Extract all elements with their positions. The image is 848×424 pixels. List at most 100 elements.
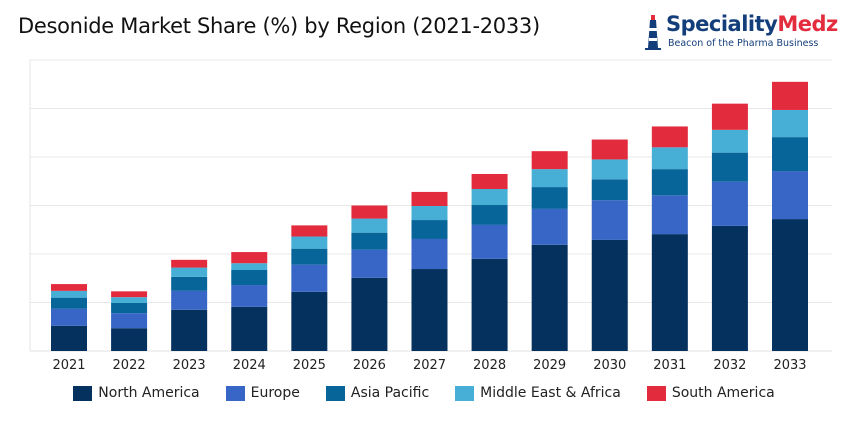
bar-segment-asia-pacific-2026 bbox=[351, 232, 388, 250]
bar-segment-south-america-2028 bbox=[471, 173, 508, 190]
bar-segment-north-america-2023 bbox=[171, 309, 208, 351]
legend-swatch bbox=[225, 385, 245, 401]
bar-segment-middle-east-africa-2031 bbox=[651, 147, 688, 170]
bar-segment-middle-east-africa-2024 bbox=[231, 263, 268, 271]
legend-label: North America bbox=[98, 385, 200, 401]
bar-segment-europe-2031 bbox=[651, 195, 688, 235]
bar-segment-south-america-2032 bbox=[711, 103, 748, 130]
x-tick-label: 2032 bbox=[713, 358, 746, 373]
bar-segment-middle-east-africa-2021 bbox=[51, 290, 87, 298]
x-tick-label: 2031 bbox=[653, 358, 686, 373]
bar-segment-north-america-2027 bbox=[411, 269, 448, 351]
bar-segment-north-america-2021 bbox=[51, 325, 87, 351]
x-tick-label: 2026 bbox=[353, 358, 386, 373]
bar-segment-north-america-2028 bbox=[471, 258, 508, 351]
bar-segment-asia-pacific-2027 bbox=[411, 220, 448, 239]
x-tick-label: 2033 bbox=[773, 358, 806, 373]
x-tick-label: 2025 bbox=[293, 358, 326, 373]
bar-segment-europe-2030 bbox=[591, 200, 628, 240]
x-tick-label: 2023 bbox=[173, 358, 206, 373]
bar-segment-north-america-2030 bbox=[591, 239, 628, 351]
logo-tagline: Beacon of the Pharma Business bbox=[668, 38, 819, 49]
bar-segment-europe-2032 bbox=[711, 181, 748, 226]
bar-segment-middle-east-africa-2022 bbox=[111, 297, 148, 303]
legend-label: South America bbox=[671, 385, 775, 401]
bar-segment-asia-pacific-2031 bbox=[651, 169, 688, 196]
bar-segment-south-america-2024 bbox=[231, 252, 268, 264]
bar-segment-south-america-2031 bbox=[651, 126, 688, 148]
bar-segment-asia-pacific-2021 bbox=[51, 297, 87, 309]
bar-segment-south-america-2025 bbox=[291, 225, 328, 237]
bar-segment-europe-2024 bbox=[231, 285, 268, 307]
bar-segment-south-america-2026 bbox=[351, 205, 388, 219]
bar-segment-middle-east-africa-2025 bbox=[291, 236, 328, 249]
bar-segment-asia-pacific-2033 bbox=[772, 137, 808, 172]
chart-title: Desonide Market Share (%) by Region (202… bbox=[18, 14, 540, 38]
bar-segment-asia-pacific-2024 bbox=[231, 270, 268, 286]
bar-segment-asia-pacific-2028 bbox=[471, 205, 508, 225]
x-tick-label: 2024 bbox=[233, 358, 266, 373]
legend-swatch bbox=[646, 385, 666, 401]
bar-segment-asia-pacific-2030 bbox=[591, 179, 628, 201]
bar-segment-north-america-2024 bbox=[231, 306, 268, 351]
bar-segment-north-america-2029 bbox=[531, 244, 568, 351]
bar-segment-south-america-2022 bbox=[111, 291, 148, 298]
bar-segment-north-america-2026 bbox=[351, 277, 388, 351]
lighthouse-icon bbox=[645, 15, 661, 50]
x-tick-label: 2030 bbox=[593, 358, 626, 373]
bar-segment-europe-2028 bbox=[471, 224, 508, 259]
bar-segment-middle-east-africa-2023 bbox=[171, 267, 208, 277]
legend-item: Asia Pacific bbox=[325, 385, 430, 401]
bar-segment-asia-pacific-2032 bbox=[711, 152, 748, 182]
bar-segment-middle-east-africa-2032 bbox=[711, 129, 748, 153]
bar-segment-south-america-2023 bbox=[171, 259, 208, 268]
bar-segment-europe-2025 bbox=[291, 264, 328, 292]
legend-label: Middle East & Africa bbox=[480, 385, 621, 401]
legend-item: Middle East & Africa bbox=[455, 385, 621, 401]
bar-segment-south-america-2033 bbox=[772, 81, 808, 110]
legend-label: Asia Pacific bbox=[350, 385, 430, 401]
bar-segment-europe-2033 bbox=[772, 171, 808, 220]
bar-segment-middle-east-africa-2030 bbox=[591, 159, 628, 180]
legend: North America Europe Asia Pacific Middle Ea… bbox=[0, 385, 848, 401]
bar-segment-asia-pacific-2025 bbox=[291, 248, 328, 265]
legend-swatch bbox=[325, 385, 345, 401]
x-tick-label: 2027 bbox=[413, 358, 446, 373]
bar-segment-south-america-2027 bbox=[411, 191, 448, 206]
bar-segment-middle-east-africa-2033 bbox=[772, 109, 808, 138]
logo-name: SpecialityMedz bbox=[666, 12, 838, 36]
bar-segment-south-america-2029 bbox=[531, 151, 568, 170]
legend-item: Europe bbox=[225, 385, 300, 401]
x-tick-label: 2028 bbox=[473, 358, 506, 373]
stacked-bar-chart: 2021 2022 2023 2024 2025 2026 2027 2028 2029 2030… bbox=[29, 59, 832, 373]
bar-segment-north-america-2025 bbox=[291, 291, 328, 351]
legend-item: North America bbox=[73, 385, 200, 401]
bar-segment-europe-2029 bbox=[531, 208, 568, 245]
bar-segment-middle-east-africa-2026 bbox=[351, 218, 388, 233]
bar-segment-north-america-2032 bbox=[711, 225, 748, 351]
bar-segment-north-america-2033 bbox=[772, 219, 808, 351]
bar-segment-north-america-2022 bbox=[111, 328, 148, 351]
bar-segment-asia-pacific-2023 bbox=[171, 276, 208, 291]
bar-segment-europe-2027 bbox=[411, 238, 448, 270]
bar-segment-asia-pacific-2029 bbox=[531, 187, 568, 209]
bar-segment-europe-2022 bbox=[111, 313, 148, 329]
x-tick-label: 2029 bbox=[533, 358, 566, 373]
bar-segment-europe-2026 bbox=[351, 249, 388, 278]
bar-segment-middle-east-africa-2028 bbox=[471, 189, 508, 206]
legend-swatch bbox=[73, 385, 93, 401]
x-tick-label: 2022 bbox=[113, 358, 146, 373]
bar-segment-europe-2023 bbox=[171, 290, 208, 310]
bar-segment-asia-pacific-2022 bbox=[111, 302, 148, 314]
bar-segment-north-america-2031 bbox=[651, 234, 688, 351]
bar-segment-europe-2021 bbox=[51, 308, 87, 326]
bar-segment-middle-east-africa-2027 bbox=[411, 205, 448, 221]
legend-item: South America bbox=[646, 385, 775, 401]
legend-swatch bbox=[455, 385, 475, 401]
bar-segment-south-america-2030 bbox=[591, 139, 628, 160]
legend-label: Europe bbox=[250, 385, 300, 401]
bar-segment-middle-east-africa-2029 bbox=[531, 169, 568, 188]
x-tick-label: 2021 bbox=[52, 358, 85, 373]
logo: SpecialityMedz Beacon of the Pharma Busi… bbox=[640, 10, 840, 54]
bar-segment-south-america-2021 bbox=[51, 284, 87, 291]
